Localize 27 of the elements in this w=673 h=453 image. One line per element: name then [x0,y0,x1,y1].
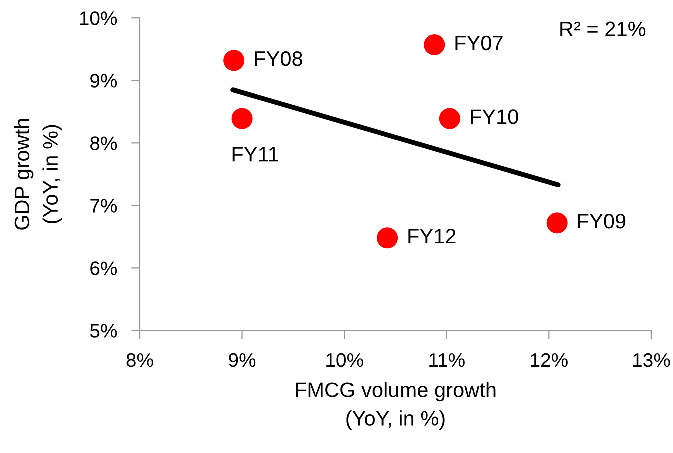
x-tick-label: 12% [531,353,568,368]
y-tick-label: 6% [90,262,118,276]
data-label: FY07 [456,36,503,51]
x-tick-label: 13% [633,353,670,368]
point [377,228,398,249]
data-label: FY09 [578,214,626,229]
x-tick-label: 8% [126,353,154,368]
x-tick-label: 10% [326,353,364,368]
y-axis-title: GDP growth (YoY, in %) [14,119,62,230]
x-tick-label: 11% [430,354,465,368]
point [232,108,253,130]
data-label: FY10 [471,110,518,124]
data-label: FY12 [408,229,456,244]
point [224,50,245,72]
x-axis-title: FMCG volume growth (YoY, in %) [296,382,496,430]
y-tick-label: 7% [90,199,118,213]
y-tick-label: 5% [90,324,118,338]
y-tick-label: 10% [80,12,118,26]
y-tick-label: 8% [90,136,118,150]
x-tick-label: 9% [229,353,256,368]
data-label: FY11 [232,147,278,162]
annotation: R² = 21% [560,22,646,36]
point [546,212,568,234]
data-label: FY08 [255,51,302,66]
point [439,108,460,130]
y-tick-label: 9% [90,74,118,88]
point [424,34,446,56]
